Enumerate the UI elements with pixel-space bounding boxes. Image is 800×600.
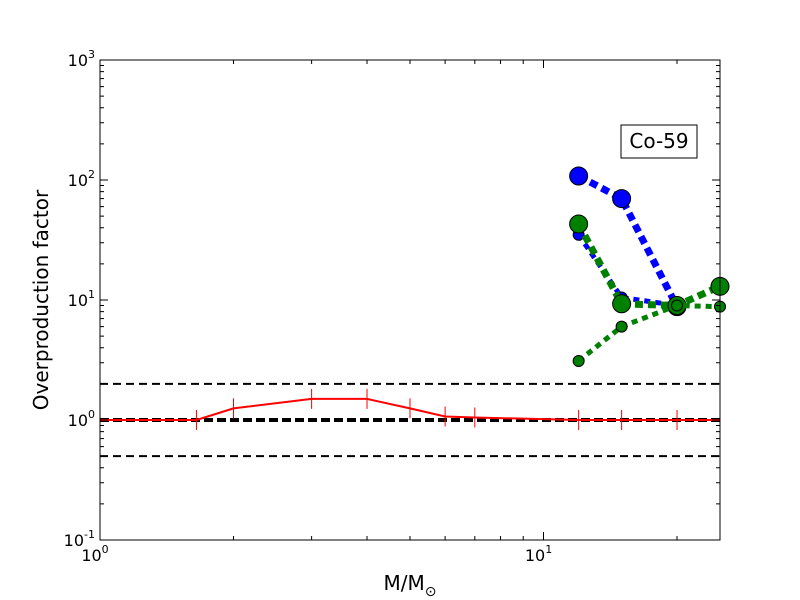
series-1-point-0 bbox=[569, 166, 589, 186]
x-axis-title-sub: ⊙ bbox=[425, 584, 437, 600]
series-1-line bbox=[576, 172, 681, 309]
series-3-line bbox=[575, 222, 722, 310]
series-4-point-2 bbox=[671, 299, 684, 312]
y-tick-label-3: 102 bbox=[68, 168, 95, 190]
annotation-box bbox=[620, 124, 698, 159]
series-0-line bbox=[100, 397, 720, 421]
x-tick-label-1: 101 bbox=[525, 543, 552, 565]
element-annotation: Co-59 bbox=[620, 124, 698, 159]
series-3-point-1 bbox=[612, 294, 632, 314]
series-4-point-0 bbox=[572, 355, 585, 368]
series-4 bbox=[572, 299, 726, 368]
y-tick-label-2: 101 bbox=[68, 288, 95, 310]
series-2-line bbox=[576, 233, 678, 308]
y-axis-title: Overproduction factor bbox=[29, 189, 53, 410]
series-layer bbox=[99, 166, 730, 430]
annotation-label: Co-59 bbox=[629, 129, 688, 153]
x-axis-title: M/M⊙ bbox=[384, 571, 437, 600]
series-0 bbox=[99, 388, 721, 430]
x-tick-label-0: 100 bbox=[81, 543, 108, 565]
x-axis-title-main: M/M bbox=[384, 571, 425, 595]
series-3-point-0 bbox=[569, 214, 589, 234]
y-tick-label-0: 10-1 bbox=[64, 528, 95, 550]
y-tick-label-4: 103 bbox=[68, 48, 95, 70]
series-1-point-1 bbox=[612, 189, 632, 209]
y-tick-label-1: 100 bbox=[68, 408, 95, 430]
series-4-line bbox=[577, 302, 721, 363]
series-4-point-1 bbox=[615, 320, 628, 333]
